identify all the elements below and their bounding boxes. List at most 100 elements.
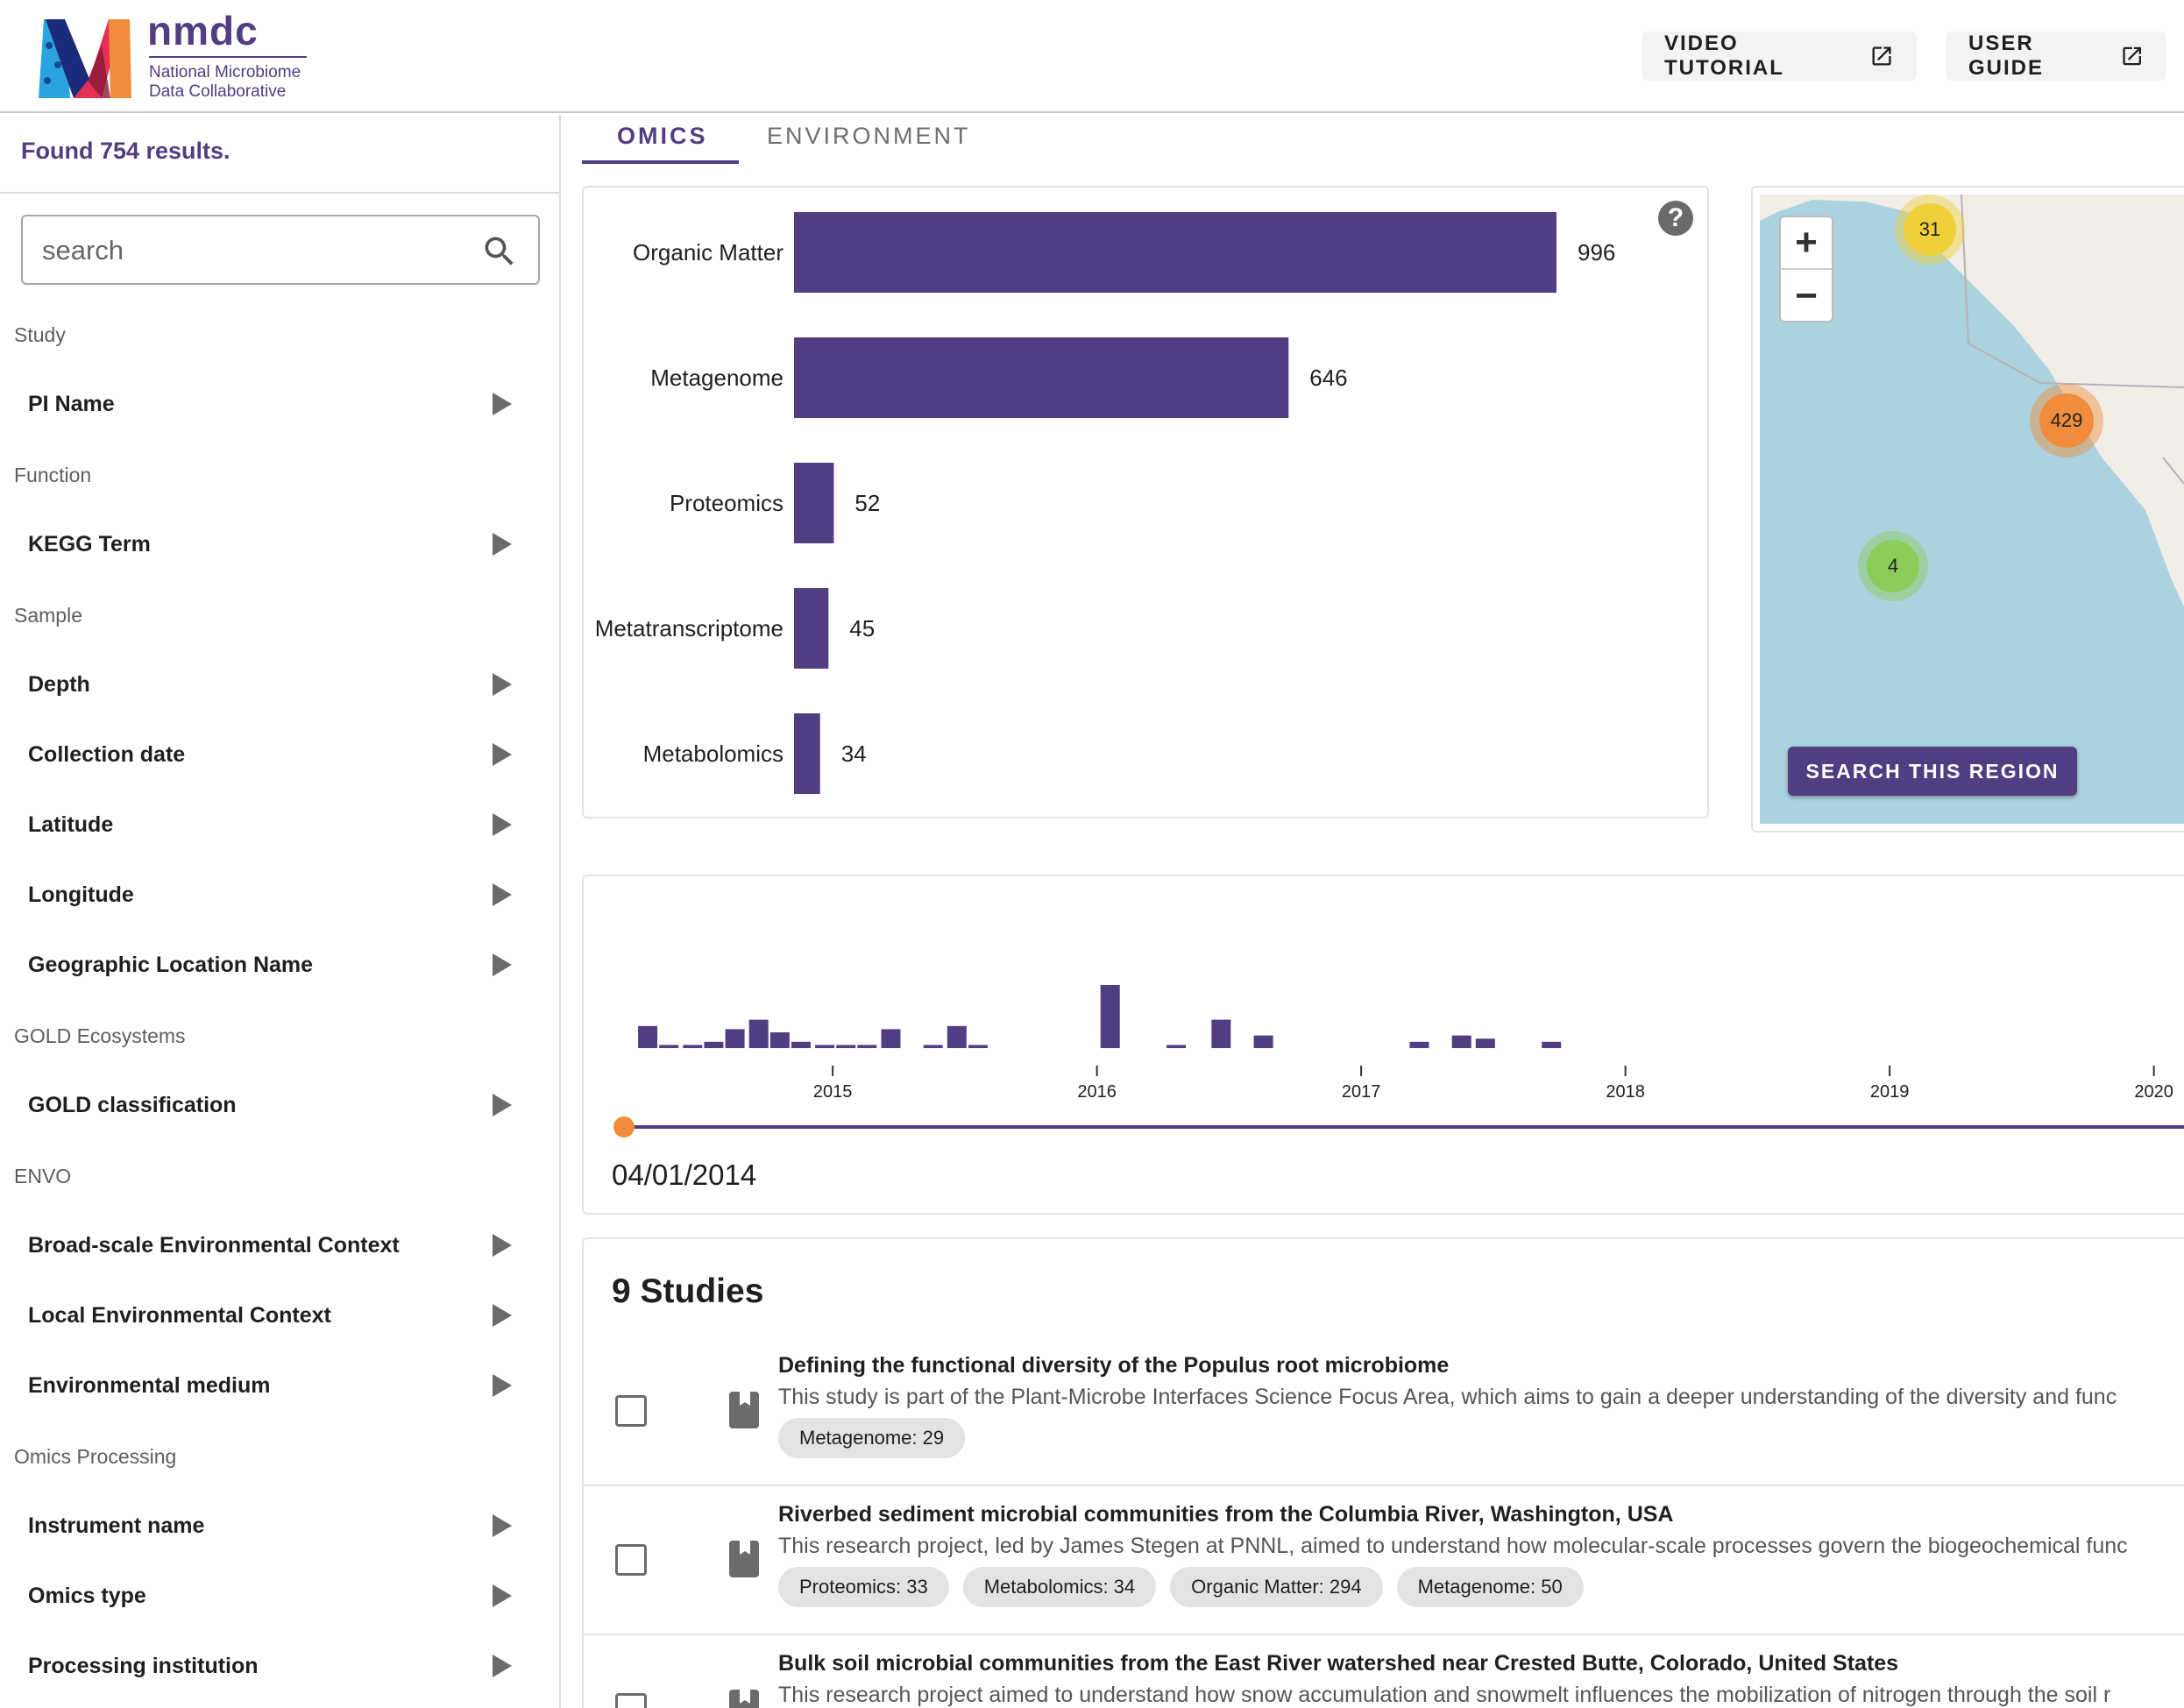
brand: nmdc National Microbiome Data Collaborat… (147, 9, 307, 102)
histogram-bar (659, 1045, 679, 1048)
study-checkbox[interactable] (615, 1544, 647, 1576)
tick-label: 2020 (2134, 1082, 2173, 1102)
filter-label: Longitude (28, 882, 134, 907)
map-cluster-marker[interactable]: 4 (1858, 531, 1928, 601)
study-description: This study is part of the Plant-Microbe … (778, 1385, 2117, 1409)
user-guide-button[interactable]: USER GUIDE (1946, 32, 2166, 81)
category-label: Metagenome (650, 365, 784, 391)
histogram-bar (1451, 1035, 1471, 1048)
nmdc-logo-icon[interactable] (35, 11, 133, 105)
study-title[interactable]: Bulk soil microbial communities from the… (778, 1651, 1899, 1676)
omics-chip[interactable]: Organic Matter: 294 (1170, 1567, 1383, 1607)
value-label: 45 (849, 615, 875, 641)
value-label: 52 (854, 490, 880, 516)
tab-omics[interactable]: OMICS (617, 123, 708, 149)
histogram-bar (683, 1045, 703, 1048)
expand-arrow-icon (493, 813, 512, 836)
zoom-in-button[interactable]: + (1781, 217, 1832, 270)
histogram-bar (1542, 1041, 1562, 1048)
tab-environment[interactable]: ENVIRONMENT (767, 123, 971, 149)
study-checkbox[interactable] (615, 1395, 647, 1427)
histogram-bar (704, 1041, 724, 1048)
timeline-card (582, 875, 2184, 1215)
timeline-histogram[interactable]: 2015 2016 2017 2018 2019 2020 (582, 875, 2184, 1155)
search-icon[interactable] (480, 232, 519, 271)
section-label-study: Study (14, 323, 66, 346)
filter-label: Geographic Location Name (28, 952, 314, 977)
histogram-bar (881, 1029, 901, 1048)
tick-label: 2016 (1077, 1082, 1117, 1102)
histogram-bar (923, 1045, 943, 1048)
study-row[interactable]: Riverbed sediment microbial communities … (584, 1495, 2184, 1644)
filter-collection-date[interactable]: Collection date (28, 733, 519, 776)
slider-handle[interactable] (613, 1116, 635, 1137)
search-input[interactable] (42, 229, 463, 273)
bookmark-icon[interactable] (729, 1541, 759, 1577)
map-cluster-marker[interactable]: 429 (2030, 384, 2103, 457)
study-row[interactable]: Defining the functional diversity of the… (584, 1346, 2184, 1495)
studies-title: 9 Studies (612, 1272, 764, 1310)
filter-label: Local Environmental Context (28, 1302, 331, 1328)
histogram-bar (947, 1025, 967, 1048)
expand-arrow-icon (493, 1655, 512, 1677)
section-label-sample: Sample (14, 604, 82, 627)
video-tutorial-button[interactable]: VIDEO TUTORIAL (1642, 32, 1917, 81)
filter-broad-scale-context[interactable]: Broad-scale Environmental Context (28, 1223, 519, 1267)
filter-gold-classification[interactable]: GOLD classification (28, 1083, 519, 1127)
filter-instrument-name[interactable]: Instrument name (28, 1504, 519, 1548)
histogram-bar (748, 1019, 769, 1048)
bar (794, 463, 834, 543)
bookmark-icon[interactable] (729, 1392, 759, 1428)
studies-card (582, 1237, 2184, 1708)
omics-chip[interactable]: Metabolomics: 34 (962, 1567, 1157, 1607)
bookmark-icon[interactable] (729, 1690, 759, 1708)
filter-label: Instrument name (28, 1513, 205, 1538)
search-field[interactable] (21, 215, 540, 285)
filter-processing-institution[interactable]: Processing institution (28, 1644, 519, 1688)
histogram-bar (1409, 1041, 1429, 1048)
omics-chip[interactable]: Proteomics: 33 (778, 1567, 949, 1607)
omics-chip[interactable]: Metagenome: 29 (778, 1418, 966, 1458)
filter-longitude[interactable]: Longitude (28, 873, 519, 917)
map-cluster-marker[interactable]: 31 (1895, 195, 1965, 265)
study-title[interactable]: Riverbed sediment microbial communities … (778, 1502, 1674, 1527)
omics-bar-chart: Organic Matter 996 Metagenome 646 Proteomics… (595, 212, 1615, 794)
tick-label: 2017 (1342, 1082, 1381, 1102)
filter-kegg-term[interactable]: KEGG Term (28, 522, 519, 566)
filter-label: KEGG Term (28, 531, 151, 556)
tick-label: 2015 (813, 1082, 853, 1102)
value-label: 34 (841, 741, 867, 767)
help-icon[interactable]: ? (1658, 201, 1693, 236)
results-count: Found 754 results. (21, 138, 230, 164)
tick-label: 2018 (1606, 1082, 1645, 1102)
expand-arrow-icon (493, 393, 512, 415)
study-checkbox[interactable] (615, 1693, 647, 1708)
map-land-shape (1760, 195, 2184, 606)
active-tab-indicator (582, 160, 739, 164)
omics-chip[interactable]: Metagenome: 50 (1396, 1567, 1584, 1607)
search-this-region-button[interactable]: SEARCH THIS REGION (1788, 747, 2077, 796)
histogram-bar (769, 1032, 790, 1048)
filter-depth[interactable]: Depth (28, 663, 519, 706)
filter-omics-type[interactable]: Omics type (28, 1574, 519, 1618)
filter-pi-name[interactable]: PI Name (28, 382, 519, 426)
filter-local-context[interactable]: Local Environmental Context (28, 1293, 519, 1337)
histogram-bar (968, 1045, 988, 1048)
filter-environmental-medium[interactable]: Environmental medium (28, 1364, 519, 1407)
row-divider (584, 1634, 2184, 1635)
filter-label: Environmental medium (28, 1372, 271, 1398)
video-tutorial-label: VIDEO TUTORIAL (1664, 32, 1784, 80)
study-title[interactable]: Defining the functional diversity of the… (778, 1353, 1450, 1378)
filter-label: GOLD classification (28, 1092, 237, 1117)
histogram-bar (1475, 1038, 1495, 1048)
study-row[interactable]: Bulk soil microbial communities from the… (584, 1644, 2184, 1708)
filter-label: Collection date (28, 741, 186, 767)
filter-geographic-location-name[interactable]: Geographic Location Name (28, 943, 519, 987)
filter-label: Depth (28, 671, 90, 697)
zoom-out-button[interactable]: − (1795, 274, 1818, 317)
filter-label: PI Name (28, 391, 115, 416)
filter-latitude[interactable]: Latitude (28, 803, 519, 847)
selected-date: 04/01/2014 (612, 1159, 757, 1191)
histogram-bar (1166, 1045, 1187, 1048)
filter-label: Processing institution (28, 1653, 259, 1678)
